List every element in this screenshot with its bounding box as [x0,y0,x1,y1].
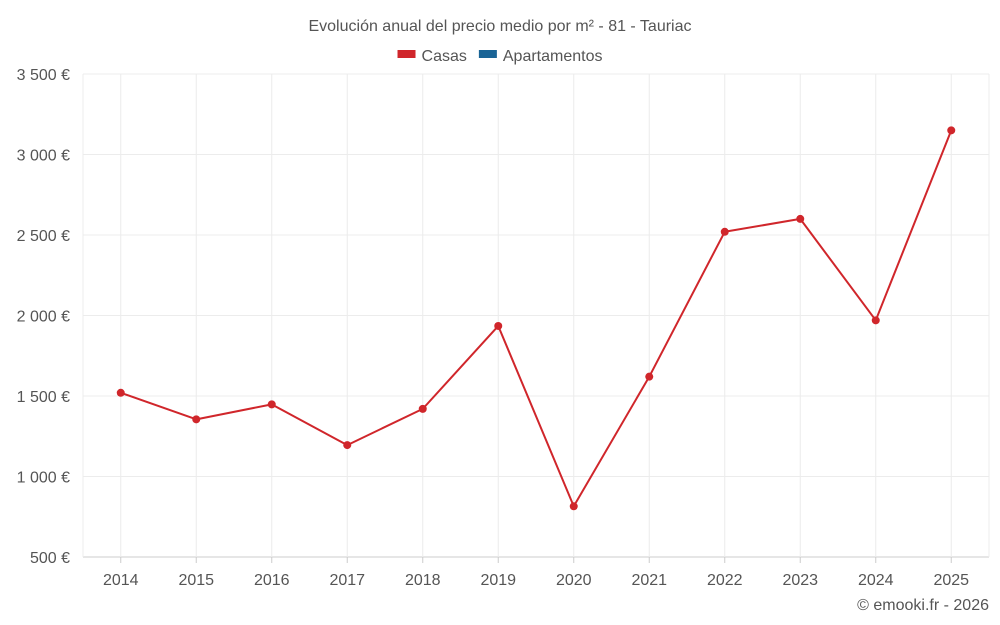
copyright-footer: © emooki.fr - 2026 [857,597,989,614]
x-tick-label: 2020 [556,572,592,589]
legend-swatch [478,50,497,58]
series-line [120,129,953,508]
y-axis-tick-labels: 500 € 1 000 € 1 500 € 2 000 € 2 500 € 3 000 €… [17,67,70,567]
y-tick-label: 3 000 € [17,148,70,165]
x-tick-label: 2017 [329,572,365,589]
data-point[interactable] [116,388,125,397]
data-point[interactable] [192,415,201,424]
y-tick-label: 500 € [30,550,70,567]
x-tick-label: 2022 [707,572,743,589]
x-tick-label: 2023 [782,572,818,589]
legend-item[interactable]: Apartamentos [478,48,603,65]
data-point[interactable] [569,502,578,511]
x-tick-label: 2019 [480,572,516,589]
y-tick-label: 3 500 € [17,67,70,84]
series-layer [116,126,956,511]
legend-swatch [397,50,416,58]
x-tick-label: 2021 [631,572,667,589]
legend-item[interactable]: Casas [397,48,467,65]
x-tick-label: 2025 [933,572,969,589]
x-tick-label: 2024 [858,572,894,589]
x-tick-label: 2014 [103,572,139,589]
x-gridlines [82,74,990,563]
legend-label: Apartamentos [503,48,603,65]
legend-label: Casas [422,48,467,65]
data-point[interactable] [947,126,956,135]
data-point[interactable] [796,214,805,223]
x-tick-label: 2015 [178,572,214,589]
x-axis-tick-labels: 2014 2015 2016 2017 2018 2019 2020 2021 2022 2023… [103,572,969,589]
data-point[interactable] [645,372,654,381]
x-tick-label: 2018 [405,572,441,589]
y-tick-label: 1 500 € [17,389,70,406]
y-tick-label: 2 500 € [17,228,70,245]
data-point[interactable] [494,321,503,330]
data-point[interactable] [343,441,352,450]
data-point[interactable] [418,404,427,413]
y-gridlines [83,73,989,558]
chart-title: Evolución anual del precio medio por m² … [308,18,691,35]
y-tick-label: 1 000 € [17,470,70,487]
x-tick-label: 2016 [254,572,290,589]
y-tick-label: 2 000 € [17,309,70,326]
data-point[interactable] [871,316,880,325]
legend: Casas Apartamentos [397,48,603,65]
data-point[interactable] [267,400,276,409]
data-point[interactable] [720,227,729,236]
